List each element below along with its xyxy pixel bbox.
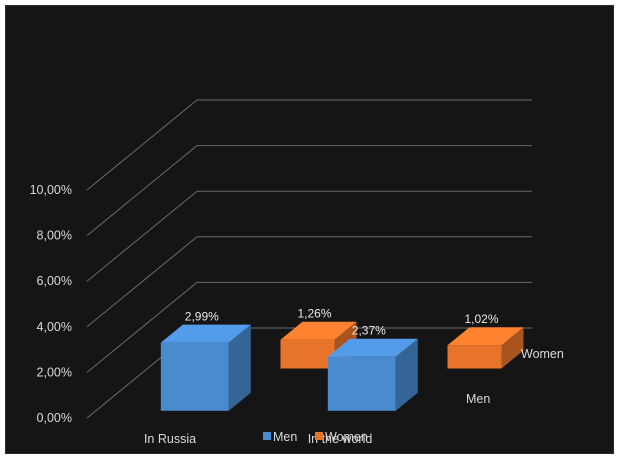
data-label: 2,37% [352,324,386,338]
category-labels: In Russia In the world Men Women [144,347,564,446]
legend-swatch [263,432,271,440]
bar-men-0 [160,324,251,411]
gridline [86,145,532,236]
bar-front-face [160,342,229,411]
y-tick-label: 2,00% [37,365,72,379]
bar-side-face [395,338,418,411]
data-label: 1,02% [464,312,498,326]
y-tick-label: 10,00% [30,183,72,197]
bar-top-face [447,327,524,346]
gridline [86,190,532,282]
gridline [86,236,532,328]
data-label: 1,26% [297,307,331,321]
category-label: In the world [308,432,373,446]
bar-side-face [228,324,251,411]
legend-label: Men [273,430,297,444]
y-tick-label: 8,00% [37,229,72,243]
bar-front-face [280,339,335,369]
chart-area [5,5,614,454]
bar-top-face [160,324,251,343]
y-axis-tick-labels: 0,00% 2,00% 4,00% 6,00% 8,00% 10,00% [30,183,72,425]
chart-bars: 1,26% 1,02% 2,99% 2,37% [160,307,524,411]
bar-top-face [327,338,418,357]
bar-side-face [501,327,524,369]
y-tick-label: 0,00% [37,411,72,425]
data-label: 2,99% [185,310,219,324]
y-tick-label: 4,00% [37,320,72,334]
gridline [86,281,532,373]
category-label: In Russia [144,432,196,446]
legend-swatch [315,432,323,440]
bar-front-face [447,345,502,369]
bar-top-face [280,321,357,340]
bar-men-1 [327,338,418,411]
chart-gridlines [86,99,532,419]
legend-label: Women [325,430,368,444]
gridline [86,99,532,191]
chart-legend: Men Women [263,430,368,444]
bar-front-face [327,356,396,411]
series-axis-label: Men [466,392,490,406]
y-tick-label: 6,00% [37,274,72,288]
series-axis-label: Women [521,347,564,361]
bar-women-1 [447,327,524,369]
